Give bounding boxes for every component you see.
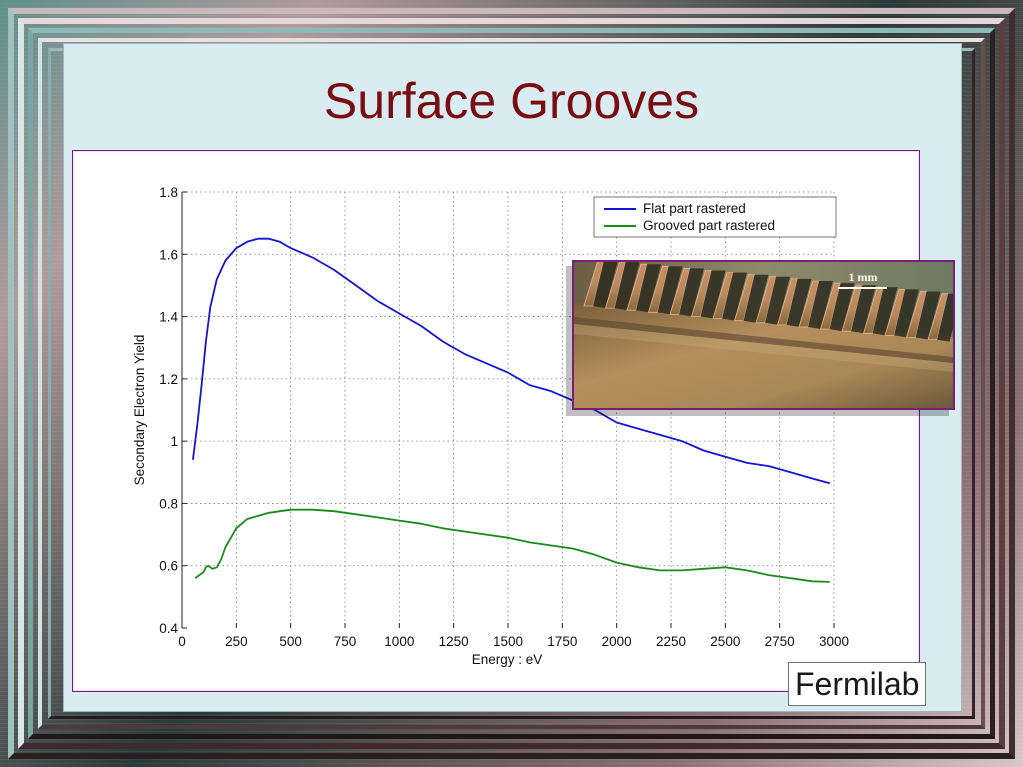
x-tick-label: 750: [334, 634, 357, 649]
scale-bar-label: 1 mm: [849, 270, 878, 284]
groove-slot: [765, 276, 790, 325]
groove-tooth: [583, 262, 604, 307]
chart-panel: [72, 150, 920, 692]
y-tick-label: 1.8: [159, 185, 178, 200]
groove-tooth: [755, 276, 777, 324]
groove-slot: [722, 272, 747, 321]
y-axis-title: Secondary Electron Yield: [132, 335, 147, 486]
x-tick-label: 1500: [493, 634, 523, 649]
groove-micrograph: 1 mm: [572, 260, 955, 410]
groove-tooth: [884, 288, 906, 336]
groove-tooth: [647, 265, 670, 313]
groove-slot: [851, 285, 876, 334]
groove-slot: [872, 287, 898, 336]
groove-slot: [657, 266, 683, 315]
x-tick-label: 2250: [656, 634, 686, 649]
fermilab-badge: Fermilab: [788, 662, 927, 706]
frame-ring: [28, 28, 995, 739]
groove-tooth: [776, 278, 799, 326]
y-tick-label: 1.6: [159, 247, 178, 262]
x-tick-label: 1250: [439, 634, 469, 649]
groove-slot: [743, 274, 769, 323]
x-tick-label: 250: [225, 634, 248, 649]
x-tick-label: 1000: [384, 634, 414, 649]
groove-teeth: [583, 262, 953, 342]
groove-slot: [915, 291, 941, 340]
chart-legend: Flat part rastered Grooved part rastered: [593, 196, 837, 238]
x-tick-label: 500: [279, 634, 302, 649]
groove-slot: [786, 278, 812, 327]
frame-ring: [8, 8, 1015, 759]
groove-slot: [636, 264, 661, 313]
y-tick-label: 0.8: [159, 496, 178, 511]
groove-tooth: [669, 268, 691, 315]
groove-slot: [894, 289, 919, 338]
x-tick-label: 3000: [819, 634, 849, 649]
frame-ring: [38, 38, 985, 729]
chart-series: [192, 237, 830, 583]
legend-label-0: Flat part rastered: [643, 201, 746, 216]
groove-slot: [829, 283, 855, 332]
chart-axes: [181, 191, 835, 629]
groove-slot: [679, 268, 704, 317]
scale-bar: 1 mm: [838, 270, 887, 289]
series-line-0: [192, 237, 830, 485]
groove-slot: [700, 270, 726, 319]
chart-tick-labels: 0 250 500 750 1000 1250 1500 1750 2000 2250 2500 27…: [159, 185, 849, 649]
sey-chart: 0 250 500 750 1000 1250 1500 1750 2000 2250 2500 27…: [132, 185, 849, 667]
legend-box: [593, 196, 837, 238]
y-tick-label: 1: [170, 434, 178, 449]
slide-title: Surface Grooves: [323, 73, 700, 129]
chart-grid: [182, 191, 835, 628]
groove-slot: [937, 293, 953, 342]
x-tick-label: 0: [178, 634, 186, 649]
x-tick-label: 2750: [765, 634, 795, 649]
y-tick-label: 1.4: [159, 310, 178, 325]
y-tick-label: 0.6: [159, 559, 178, 574]
groove-slot: [593, 262, 618, 308]
groove-slot: [808, 281, 833, 329]
y-tick-label: 0.4: [159, 621, 178, 636]
x-tick-label: 2500: [710, 634, 740, 649]
x-tick-label: 1750: [547, 634, 577, 649]
x-tick-label: 2000: [602, 634, 632, 649]
micrograph-image: 1 mm: [574, 262, 953, 408]
groove-slot: [614, 262, 640, 311]
legend-label-1: Grooved part rastered: [643, 218, 775, 233]
y-tick-label: 1.2: [159, 372, 178, 387]
x-axis-title: Energy : eV: [472, 652, 543, 667]
frame-ring: [18, 18, 1005, 749]
series-line-1: [194, 508, 830, 583]
